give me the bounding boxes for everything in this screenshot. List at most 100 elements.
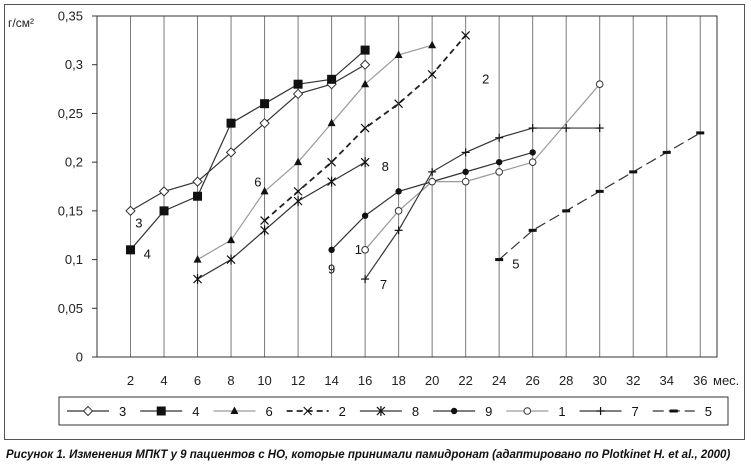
axes: 2 4 6 8 10 12 14 16 18 20 22 24 26 28 30 32 34 36 мес.00,0… — [8, 9, 739, 389]
series — [125, 31, 705, 285]
legend-label: 9 — [485, 404, 492, 419]
series-annotation-4: 4 — [144, 247, 151, 262]
data-point — [461, 148, 470, 157]
data-point — [427, 70, 437, 79]
series-line-7 — [364, 127, 600, 280]
legend-label: 6 — [265, 404, 272, 419]
data-point — [193, 274, 202, 285]
data-point — [529, 149, 536, 156]
series-4 — [126, 45, 370, 255]
data-point — [428, 167, 437, 176]
data-point — [428, 177, 436, 186]
series-line-6 — [197, 44, 433, 261]
legend-item-4: 4 — [140, 404, 199, 419]
x-stroke — [394, 99, 404, 109]
x-stroke — [327, 157, 337, 167]
legend-label: 5 — [705, 404, 712, 419]
data-point — [327, 176, 337, 187]
data-point — [260, 216, 269, 226]
y-tick-label: 0,2 — [65, 155, 83, 170]
data-point — [293, 186, 303, 196]
data-point — [662, 150, 671, 154]
series-line-3 — [130, 64, 366, 212]
legend-marker — [523, 407, 532, 415]
series-annotation-1: 1 — [355, 242, 362, 257]
y-tick-label: 0,25 — [58, 106, 83, 121]
x-tick-label: 18 — [391, 373, 405, 388]
data-point — [461, 31, 471, 40]
series-3 — [125, 59, 371, 217]
y-tick-label: 0,05 — [58, 301, 83, 316]
x-tick-label: 34 — [659, 373, 673, 388]
legend-item-8: 8 — [359, 404, 419, 419]
data-point — [260, 225, 269, 236]
data-point — [292, 88, 304, 100]
data-point — [394, 207, 403, 215]
data-point — [495, 168, 503, 176]
x-tick-label: 2 — [127, 373, 134, 388]
data-point — [359, 59, 371, 70]
data-point — [293, 196, 303, 207]
data-point — [259, 117, 270, 129]
data-point — [562, 209, 571, 213]
legend-item-2: 2 — [286, 404, 346, 419]
data-point — [394, 99, 404, 109]
series-2 — [260, 31, 471, 226]
series-annotation-3: 3 — [135, 216, 142, 231]
x-tick-label: 14 — [324, 373, 338, 388]
legend-label: 2 — [339, 404, 346, 419]
data-point — [528, 228, 537, 232]
series-5 — [495, 131, 705, 262]
y-tick-label: 0,3 — [65, 57, 83, 72]
series-annotation-5: 5 — [512, 256, 519, 271]
x-tick-label: 8 — [227, 373, 234, 388]
series-7 — [361, 124, 604, 284]
x-tick-label: 16 — [358, 373, 372, 388]
legend-label: 1 — [558, 404, 565, 419]
data-point — [394, 226, 403, 235]
x-tick-label: 4 — [160, 373, 167, 388]
data-point — [562, 124, 571, 133]
x-tick-label: 12 — [291, 373, 305, 388]
y-tick-label: 0,15 — [58, 203, 83, 218]
data-point — [225, 147, 237, 158]
data-point — [293, 79, 303, 89]
data-point — [126, 245, 136, 255]
x-tick-label: 22 — [458, 373, 472, 388]
data-point — [461, 177, 470, 186]
series-line-4 — [130, 49, 366, 251]
x-stroke — [360, 123, 370, 133]
data-point — [360, 45, 370, 55]
data-point — [360, 123, 370, 133]
data-point — [360, 157, 370, 168]
x-tick-label: 32 — [626, 373, 640, 388]
data-point — [361, 275, 370, 284]
legend: 3 4 6 2 8 9 1 7 5 — [58, 396, 729, 426]
data-point — [528, 158, 537, 166]
data-point — [226, 118, 236, 128]
data-point — [327, 157, 337, 167]
data-point — [462, 168, 469, 176]
data-point — [394, 50, 403, 58]
x-tick-label: 30 — [592, 373, 606, 388]
x-tick-label: 26 — [525, 373, 539, 388]
chart-frame: 2 4 6 8 10 12 14 16 18 20 22 24 26 28 30 32 34 36 мес. 0 0,0… — [4, 4, 745, 440]
legend-marker — [376, 406, 386, 416]
data-point — [226, 254, 236, 265]
y-axis-unit: г/см² — [8, 16, 34, 30]
legend-label: 7 — [632, 404, 639, 419]
x-axis-unit: мес. — [713, 373, 739, 388]
legend-item-6: 6 — [213, 404, 273, 419]
legend-item-9: 9 — [433, 404, 492, 419]
legend-item-7: 7 — [579, 404, 639, 419]
data-point — [495, 258, 504, 262]
data-point — [328, 246, 335, 254]
x-stroke — [427, 70, 437, 79]
data-point — [327, 74, 337, 84]
figure-caption: Рисунок 1. Изменения МПКТ у 9 пациентов … — [6, 449, 731, 461]
legend-label: 8 — [412, 404, 419, 419]
data-point — [528, 124, 537, 133]
legend-marker — [669, 409, 678, 413]
series-8 — [193, 157, 370, 285]
legend-marker — [303, 406, 313, 416]
